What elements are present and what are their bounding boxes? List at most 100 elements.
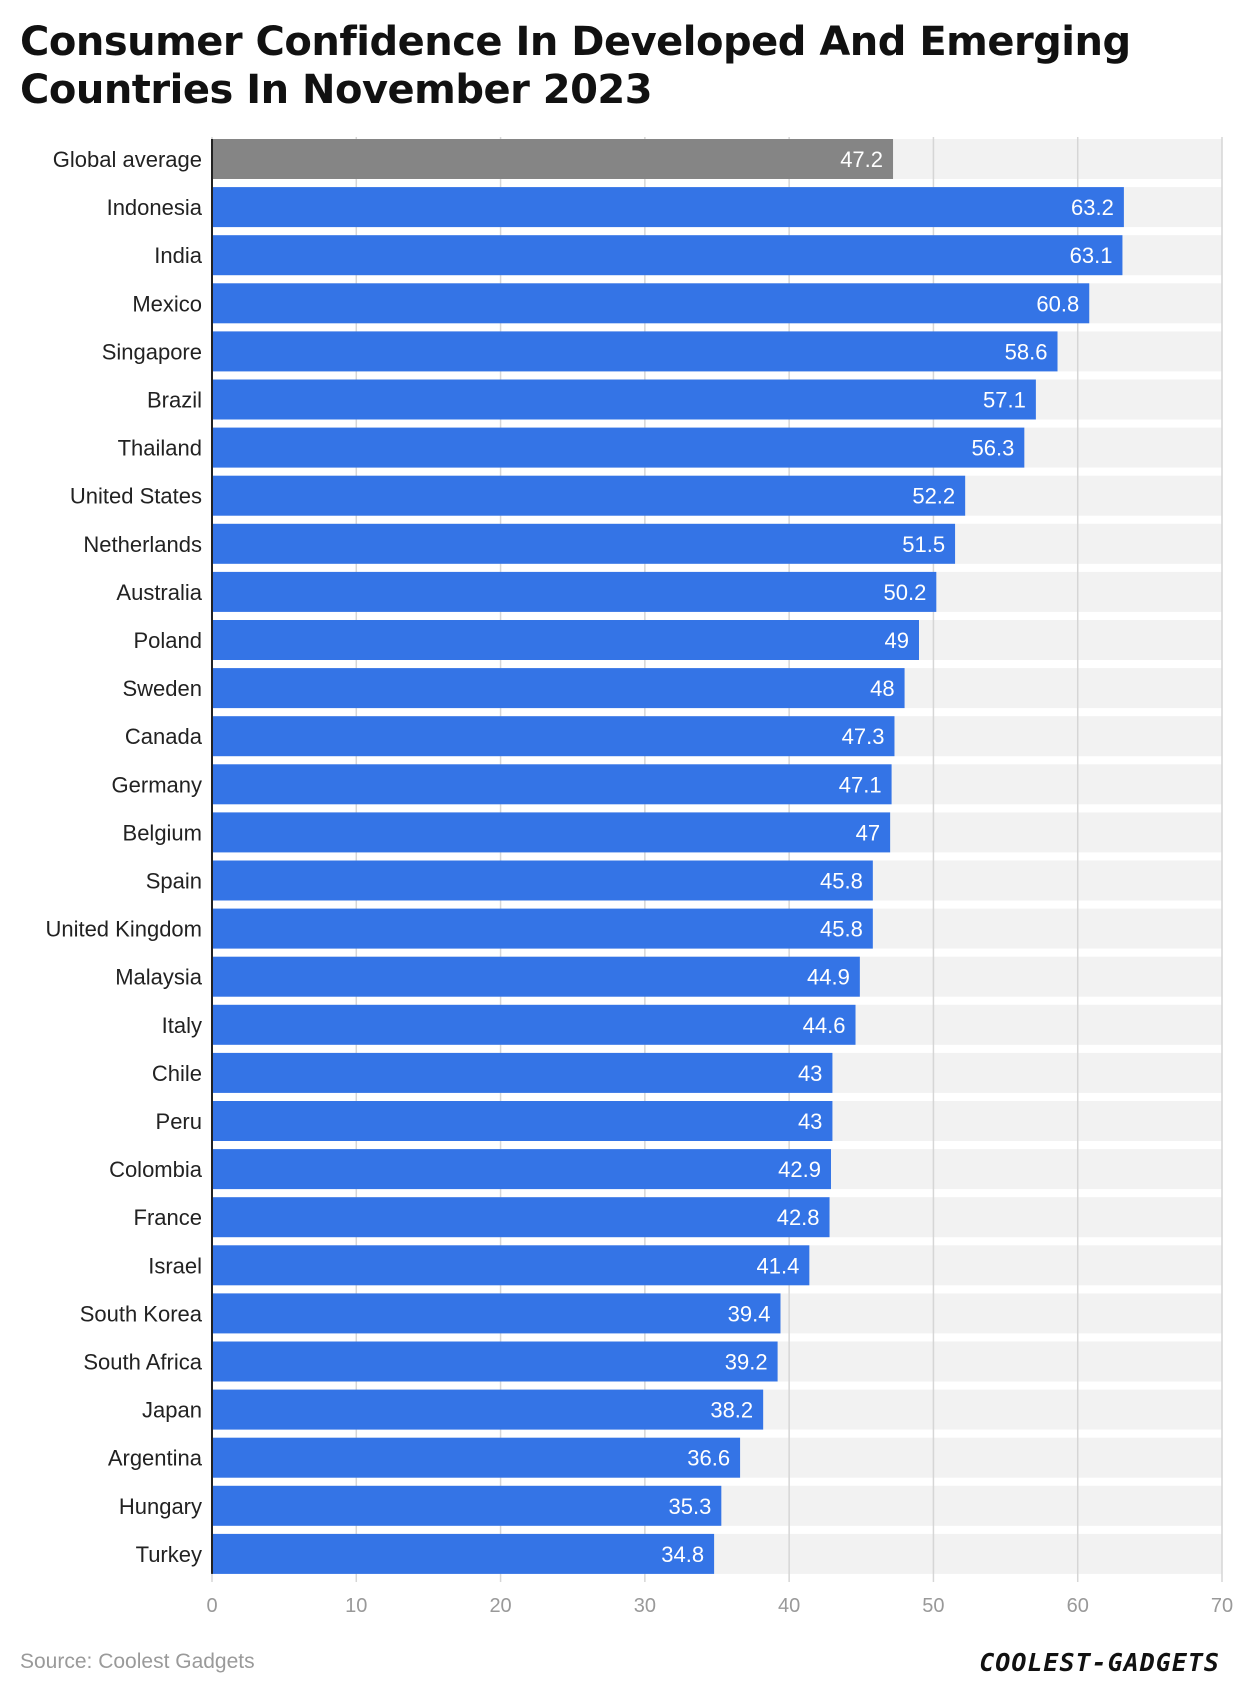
- category-label: Colombia: [109, 1157, 203, 1182]
- data-label: 39.4: [728, 1301, 771, 1326]
- bar: [212, 1197, 830, 1238]
- data-label: 49: [885, 628, 909, 653]
- data-label: 41.4: [757, 1253, 800, 1278]
- data-label: 47.2: [840, 147, 883, 172]
- bar: [212, 475, 966, 516]
- category-label: Netherlands: [83, 532, 202, 557]
- category-label: Japan: [142, 1398, 202, 1423]
- category-label: Hungary: [119, 1494, 202, 1519]
- data-label: 44.6: [803, 1013, 846, 1038]
- bar: [212, 379, 1036, 420]
- category-label: Spain: [146, 869, 202, 894]
- data-label: 48: [870, 676, 894, 701]
- data-label: 47: [856, 820, 880, 845]
- bar: [212, 1052, 833, 1093]
- bar: [212, 1485, 722, 1526]
- data-label: 45.8: [820, 917, 863, 942]
- data-label: 56.3: [972, 436, 1015, 461]
- data-label: 36.6: [687, 1446, 730, 1471]
- bar: [212, 1389, 764, 1430]
- category-label: United Kingdom: [45, 917, 202, 942]
- bar: [212, 764, 892, 805]
- chart-title: Consumer Confidence In Developed And Eme…: [20, 19, 1131, 113]
- bar: [212, 716, 895, 757]
- bar: [212, 235, 1123, 276]
- category-label: Belgium: [123, 820, 202, 845]
- data-label: 58.6: [1005, 339, 1048, 364]
- category-label: Mexico: [132, 291, 202, 316]
- data-label: 42.9: [778, 1157, 821, 1182]
- category-label: Turkey: [136, 1542, 202, 1567]
- source-note: Source: Coolest Gadgets: [20, 1650, 255, 1673]
- bar: [212, 1341, 778, 1382]
- category-label: Brazil: [147, 388, 202, 413]
- data-label: 38.2: [710, 1398, 753, 1423]
- brand-logo-text: COOLEST-GADGETS: [979, 1648, 1220, 1677]
- x-tick-label: 0: [206, 1595, 217, 1617]
- x-tick-label: 70: [1211, 1595, 1233, 1617]
- data-label: 51.5: [902, 532, 945, 557]
- category-label: Indonesia: [107, 195, 203, 220]
- x-tick-label: 20: [489, 1595, 511, 1617]
- data-label: 57.1: [983, 388, 1026, 413]
- bar: [212, 1533, 715, 1574]
- category-label: Italy: [162, 1013, 202, 1038]
- category-label: Malaysia: [115, 965, 203, 990]
- bar: [212, 331, 1058, 372]
- data-label: 43: [798, 1109, 822, 1134]
- data-label: 60.8: [1036, 291, 1079, 316]
- bar: [212, 571, 937, 612]
- data-label: 35.3: [669, 1494, 712, 1519]
- data-label: 47.3: [842, 724, 885, 749]
- bar: [212, 1004, 856, 1045]
- data-label: 63.2: [1071, 195, 1114, 220]
- bar: [212, 1437, 741, 1478]
- category-label: Israel: [148, 1253, 202, 1278]
- category-label: Singapore: [102, 339, 202, 364]
- bar: [212, 908, 873, 949]
- data-label: 47.1: [839, 772, 882, 797]
- bar: [212, 668, 905, 709]
- category-label: Global average: [53, 147, 202, 172]
- bar: [212, 1149, 831, 1190]
- category-label: South Africa: [83, 1350, 202, 1375]
- category-label: India: [154, 243, 202, 268]
- bar: [212, 860, 873, 901]
- x-tick-label: 10: [345, 1595, 367, 1617]
- category-label: Argentina: [108, 1446, 203, 1471]
- x-tick-label: 30: [634, 1595, 656, 1617]
- bar: [212, 620, 919, 660]
- bar: [212, 1245, 810, 1286]
- bar: [212, 523, 956, 564]
- brand-logo: COOLEST-GADGETS: [979, 1648, 1220, 1677]
- category-label: Germany: [112, 772, 202, 797]
- bar: [212, 1101, 833, 1141]
- bar-chart: 0 10 20 30 40 50 60 70 Global average 47.2 Indones…: [45, 137, 1233, 1617]
- category-label: Sweden: [122, 676, 202, 701]
- bar: [212, 139, 894, 179]
- data-label: 39.2: [725, 1350, 768, 1375]
- data-label: 44.9: [807, 965, 850, 990]
- category-label: Thailand: [118, 436, 202, 461]
- bar: [212, 956, 860, 997]
- category-label: United States: [70, 484, 202, 509]
- bar: [212, 812, 891, 853]
- category-label: Canada: [125, 724, 203, 749]
- x-tick-label: 60: [1067, 1595, 1089, 1617]
- data-label: 63.1: [1070, 243, 1113, 268]
- data-label: 34.8: [661, 1542, 704, 1567]
- category-label: Peru: [156, 1109, 202, 1134]
- data-label: 45.8: [820, 869, 863, 894]
- category-label: Australia: [116, 580, 202, 605]
- bar: [212, 427, 1025, 468]
- category-label: Poland: [133, 628, 202, 653]
- bar: [212, 1293, 781, 1334]
- data-label: 43: [798, 1061, 822, 1086]
- category-label: South Korea: [80, 1301, 203, 1326]
- category-label: France: [134, 1205, 202, 1230]
- data-label: 42.8: [777, 1205, 820, 1230]
- x-tick-label: 50: [922, 1595, 944, 1617]
- bar: [212, 283, 1090, 324]
- category-label: Chile: [152, 1061, 202, 1086]
- data-label: 52.2: [912, 484, 955, 509]
